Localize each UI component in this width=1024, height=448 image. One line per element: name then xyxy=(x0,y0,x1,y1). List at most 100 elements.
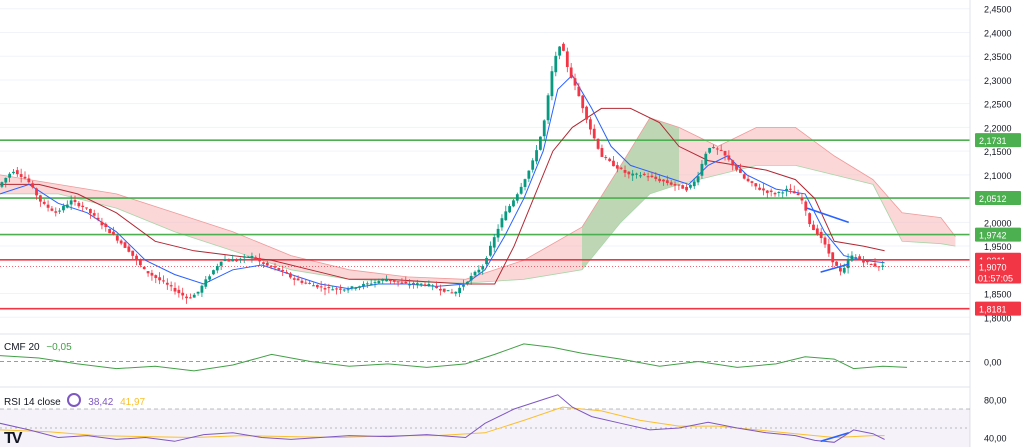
candle-body xyxy=(819,231,823,239)
candle-body xyxy=(565,51,569,67)
y-tick-label: 2,4000 xyxy=(984,28,1012,38)
candle-body xyxy=(677,184,681,186)
cmf-pane: 0,00 xyxy=(0,333,1002,372)
candle-body xyxy=(365,283,369,285)
candle-body xyxy=(258,257,262,262)
candle-body xyxy=(331,289,335,291)
level-badge xyxy=(975,133,1021,148)
candle-body xyxy=(219,261,223,266)
candle-body xyxy=(227,260,231,262)
horizontal-levels xyxy=(0,139,970,310)
candle-body xyxy=(173,287,177,292)
cmf-legend-value: −0,05 xyxy=(46,342,72,353)
cmf-legend-name: CMF 20 xyxy=(4,342,40,353)
candle-body xyxy=(831,252,835,263)
candle-body xyxy=(546,95,550,121)
rsi-legend-value: 38,42 xyxy=(88,397,114,408)
candle-body xyxy=(839,267,842,272)
candle-body xyxy=(100,221,104,226)
candle-body xyxy=(308,282,312,284)
candle-body xyxy=(412,282,415,285)
candle-body xyxy=(192,294,196,298)
price-axis[interactable]: 2,4500 2,4000 2,3500 2,3000 2,2500 2,2000 2,15… xyxy=(969,0,1021,447)
candle-body xyxy=(0,182,4,187)
candle-body xyxy=(681,185,685,189)
candle-body xyxy=(23,176,27,179)
candle-body xyxy=(665,180,669,184)
candle-body xyxy=(262,262,265,264)
candle-body xyxy=(515,194,519,201)
candle-body xyxy=(746,178,750,182)
candle-body xyxy=(338,288,342,290)
candle-body xyxy=(315,284,319,288)
candle-body xyxy=(438,288,442,291)
candle-body xyxy=(127,246,131,252)
candle-body xyxy=(639,175,642,177)
y-tick-label: 2,0000 xyxy=(984,218,1012,228)
candle-body xyxy=(327,287,331,289)
candle-body xyxy=(204,279,208,287)
y-tick-label: 2,2500 xyxy=(984,100,1012,110)
candle-body xyxy=(304,282,308,284)
candle-body xyxy=(881,265,885,267)
candle-body xyxy=(58,210,62,212)
candle-body xyxy=(215,266,219,271)
candle-body xyxy=(396,281,400,283)
candle-body xyxy=(777,191,781,193)
candle-body xyxy=(600,148,604,157)
candle-body xyxy=(96,217,100,220)
candle-body xyxy=(285,272,288,274)
rsi-ma-line xyxy=(0,406,885,439)
level-badge-label: 2,1731 xyxy=(979,136,1007,146)
candle-body xyxy=(8,173,12,178)
candle-body xyxy=(877,266,881,268)
candle-body xyxy=(373,282,377,284)
candle-body xyxy=(642,173,646,176)
candle-body xyxy=(254,257,258,260)
candle-body xyxy=(739,169,742,173)
candle-body xyxy=(650,175,654,178)
rsi-settings-icon[interactable] xyxy=(67,393,82,407)
candle-body xyxy=(569,67,573,78)
candle-body xyxy=(342,289,346,291)
candle-body xyxy=(519,186,523,194)
y-tick-label: 2,3000 xyxy=(984,76,1012,86)
candle-body xyxy=(212,270,215,275)
ichimoku-lines xyxy=(0,74,885,290)
candle-body xyxy=(581,95,585,109)
candle-body xyxy=(85,207,88,209)
candle-body xyxy=(154,275,158,278)
candle-body xyxy=(488,245,492,256)
candle-body xyxy=(4,177,8,183)
candle-body xyxy=(104,223,108,227)
candle-body xyxy=(146,271,150,274)
candle-body xyxy=(62,206,65,211)
y-tick-label: 2,2000 xyxy=(984,123,1012,133)
trendline xyxy=(806,207,850,224)
candle-body xyxy=(269,265,273,267)
candle-body xyxy=(723,151,727,156)
candle-body xyxy=(754,183,758,187)
candle-body xyxy=(115,235,119,241)
candle-body xyxy=(281,269,285,271)
candle-body xyxy=(669,182,673,185)
candle-body xyxy=(608,158,612,161)
cmf-zero-label: 0,00 xyxy=(984,358,1002,368)
candle-body xyxy=(762,188,765,191)
candle-body xyxy=(238,258,242,260)
rsi-line xyxy=(0,394,885,443)
candle-body xyxy=(462,284,465,287)
candle-body xyxy=(850,255,854,261)
cloud-bullish-area xyxy=(582,117,679,270)
candle-body xyxy=(54,211,58,213)
candle-body xyxy=(415,283,419,285)
candle-body xyxy=(108,228,112,234)
candle-body xyxy=(623,170,627,173)
candle-body xyxy=(69,200,73,205)
candle-body xyxy=(550,71,554,97)
candle-body xyxy=(773,193,777,195)
candle-body xyxy=(92,213,96,216)
candle-body xyxy=(789,188,792,190)
candle-body xyxy=(619,167,623,169)
